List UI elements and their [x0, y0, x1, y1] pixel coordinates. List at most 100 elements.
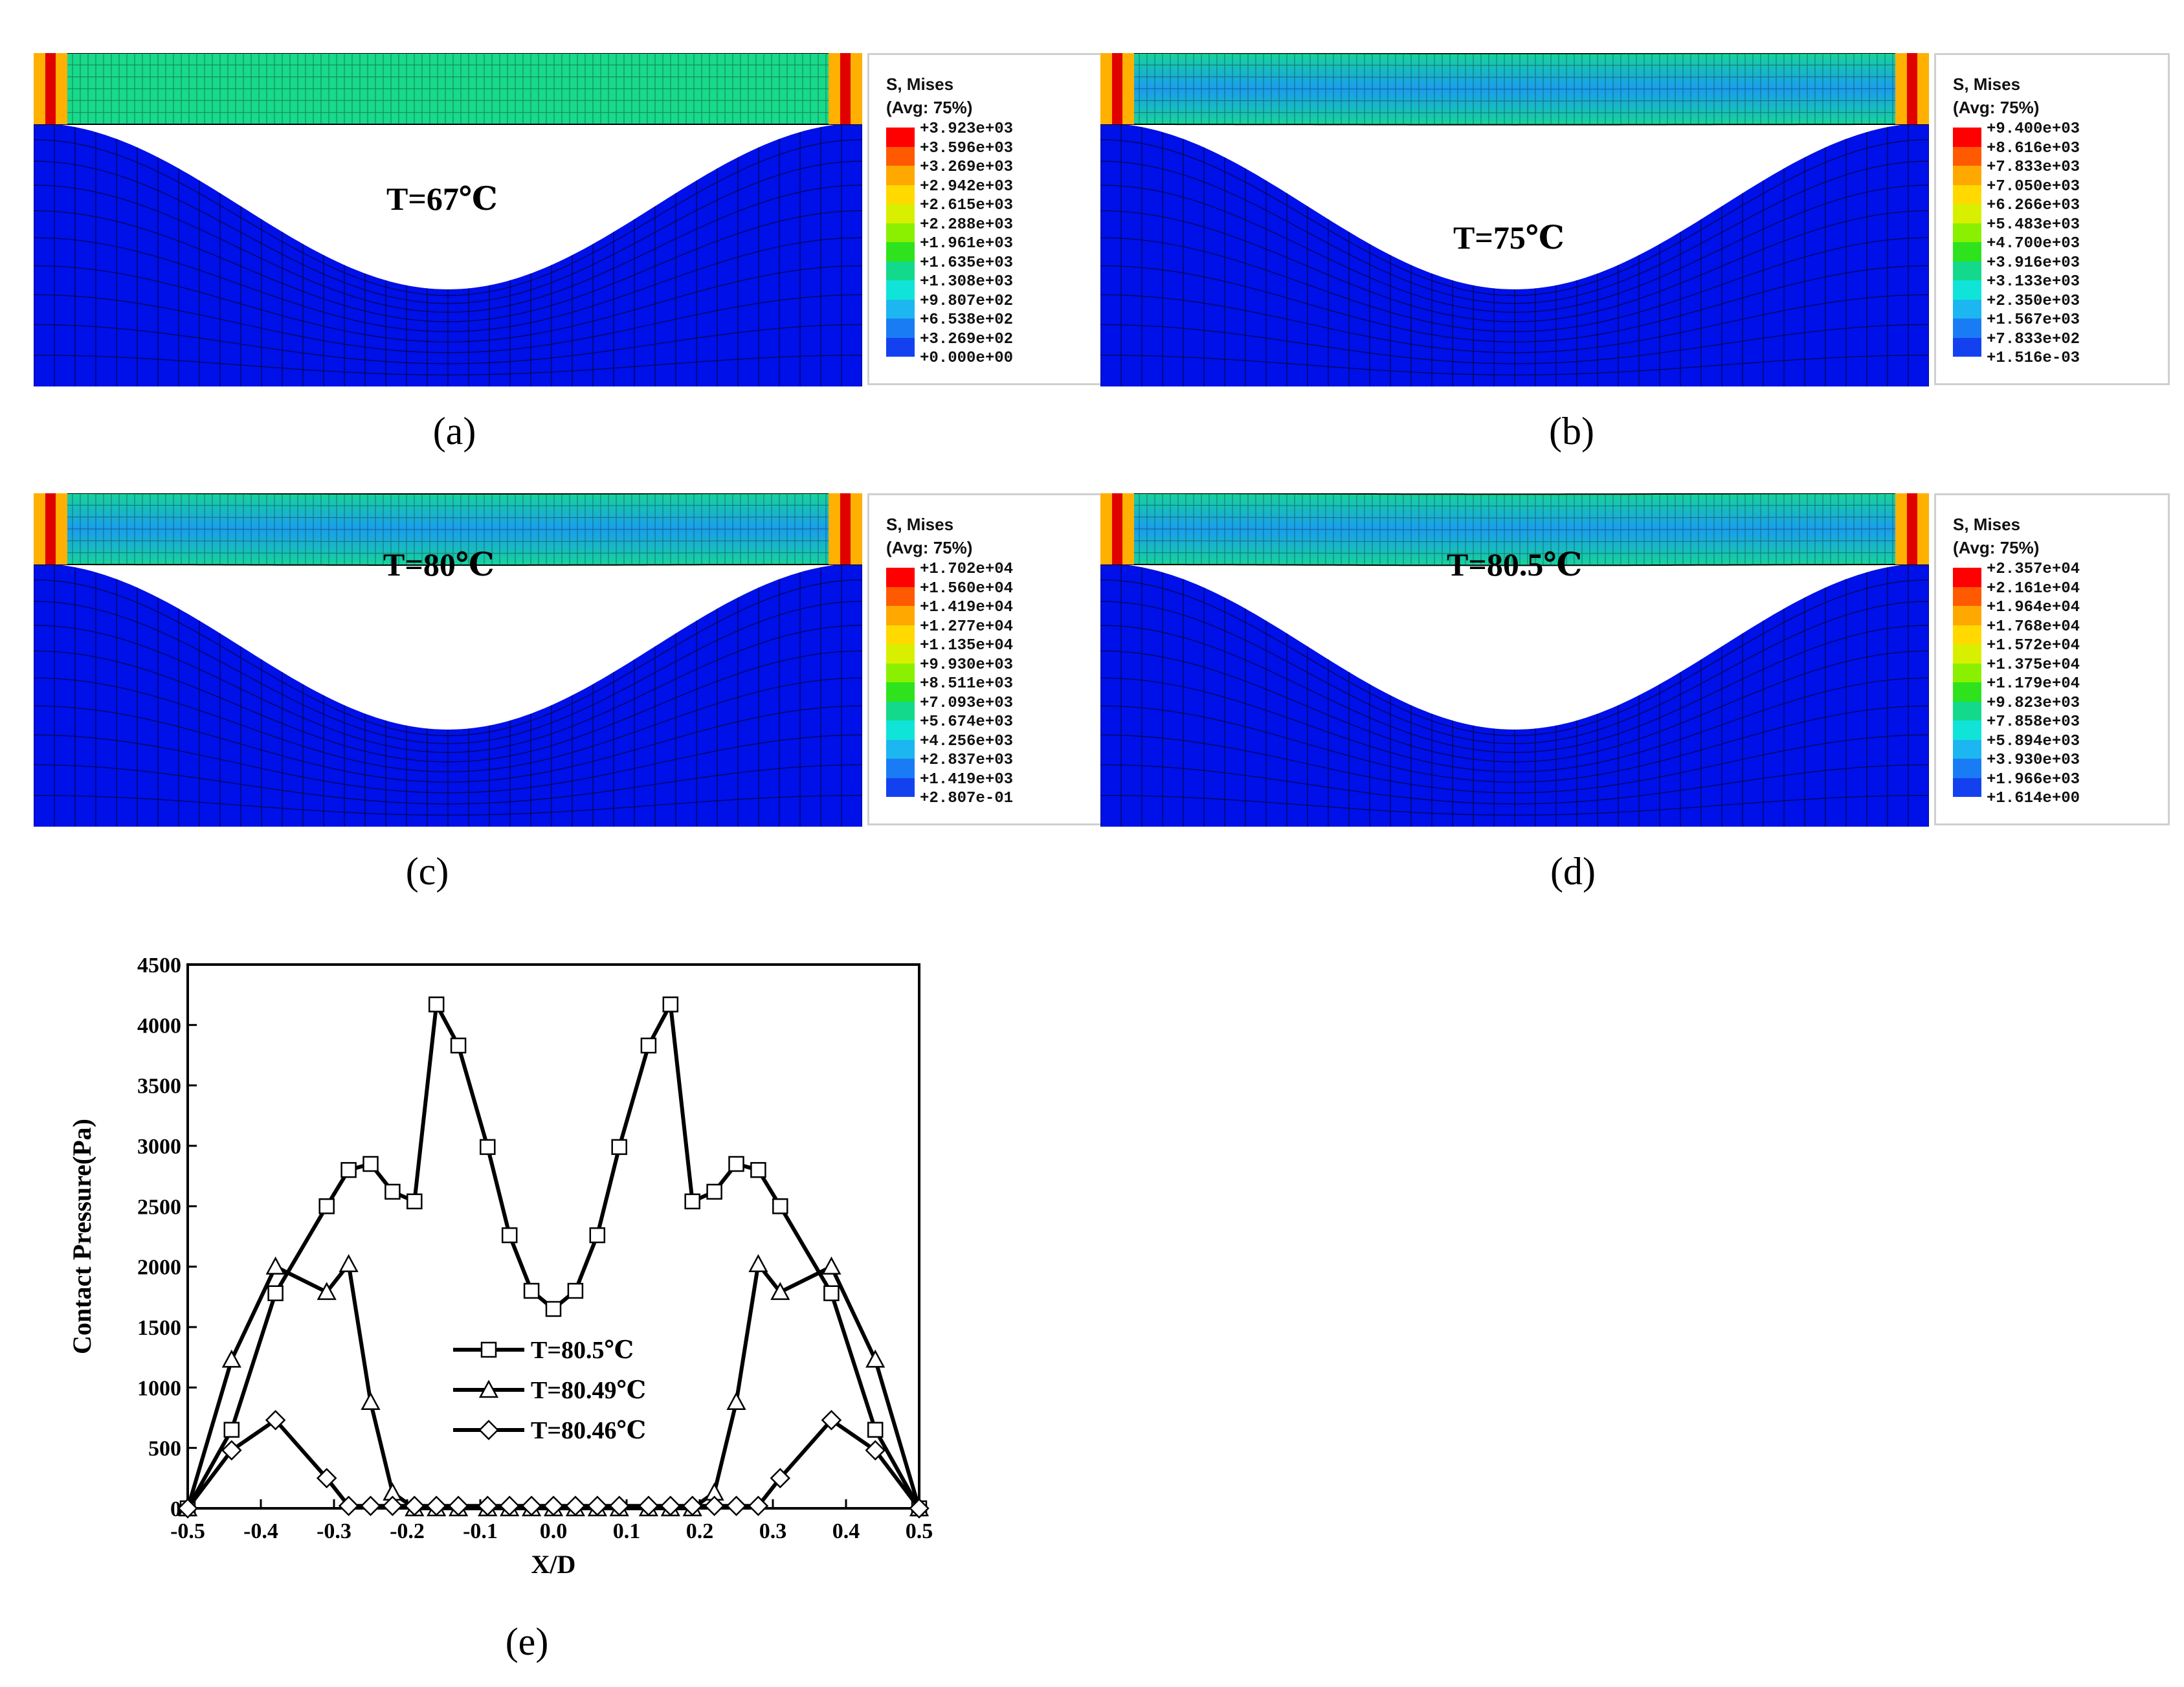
legend-swatch	[886, 568, 915, 587]
legend-swatch	[886, 184, 915, 204]
fe-mesh-svg	[1100, 493, 1929, 827]
data-point-triangle	[770, 1282, 790, 1301]
y-tick-label: 500	[148, 1437, 181, 1461]
panel-a: T=67℃ S, Mises (Avg: 75%) +3.923e+03 +3.5…	[34, 53, 1106, 390]
legend-value: +7.050e+03	[1987, 177, 2080, 196]
data-point-square	[567, 1282, 584, 1299]
clamp-hot-spot	[1907, 53, 1917, 124]
data-point-triangle	[317, 1282, 337, 1301]
legend-value: +7.833e+03	[1987, 159, 2080, 176]
legend-swatch	[1953, 701, 1981, 721]
data-point-square	[772, 1198, 788, 1214]
data-point-diamond	[748, 1495, 769, 1517]
y-tick-label: 2500	[137, 1195, 181, 1219]
data-point-square	[750, 1162, 766, 1178]
legend-swatch	[1953, 318, 1981, 338]
x-tick-label: 0.5	[906, 1519, 933, 1543]
y-tick-label: 2000	[137, 1256, 181, 1280]
clamp-hot-spot	[45, 53, 56, 124]
legend-swatch	[1953, 682, 1981, 702]
temperature-label-c: T=80℃	[383, 546, 495, 583]
x-tick-label: 0.2	[686, 1519, 714, 1543]
legend-swatch	[886, 777, 915, 797]
data-point-diamond	[565, 1495, 586, 1517]
y-tick-label: 4500	[137, 954, 181, 978]
clamp-hot-spot	[840, 53, 851, 124]
legend-value: +1.964e+04	[1987, 599, 2080, 616]
legend-swatch	[886, 204, 915, 223]
data-point-diamond	[426, 1495, 447, 1517]
data-point-square	[267, 1285, 284, 1301]
legend-value: +1.419e+03	[920, 770, 1014, 788]
data-point-square	[867, 1422, 884, 1438]
data-point-square	[428, 996, 445, 1012]
legend-color-bar	[1953, 128, 1981, 357]
series-3	[177, 1409, 930, 1519]
chart-svg: 050010001500200025003000350040004500-0.5…	[67, 954, 933, 1579]
data-point-diamond	[478, 1420, 499, 1440]
legend-label: T=80.49℃	[531, 1377, 646, 1404]
legend-value: +2.942e+03	[920, 177, 1014, 196]
legend-value: +3.596e+03	[920, 139, 1014, 157]
legend-values: +1.702e+04 +1.560e+04 +1.419e+04 +1.277e+04…	[920, 560, 1013, 809]
data-point-diamond	[265, 1409, 286, 1431]
legend-value: +1.966e+03	[1987, 770, 2080, 788]
legend-value: +9.930e+03	[920, 656, 1014, 674]
legend-swatch	[886, 587, 915, 606]
contact-pressure-chart: 0 500 1000 1500 2000 2500 3000 3500 4000 4500 -0.5…	[39, 945, 958, 1605]
legend-swatch	[1953, 146, 1981, 166]
legend-value: +1.419e+04	[920, 599, 1014, 616]
data-point-diamond	[608, 1495, 630, 1517]
legend-value: +0.000e+00	[920, 350, 1014, 367]
y-tick-label: 3500	[137, 1075, 181, 1099]
legend-swatch	[886, 606, 915, 625]
temperature-label-d: T=80.5℃	[1447, 546, 1583, 583]
film-mesh	[1100, 53, 1929, 125]
film-mesh	[34, 493, 862, 566]
legend-swatch	[886, 299, 915, 318]
data-point-diamond	[543, 1495, 564, 1517]
legend-title: S, Mises	[886, 74, 954, 94]
legend-value: +2.350e+03	[1987, 292, 2080, 310]
legend-values: +9.400e+03 +8.616e+03 +7.833e+03 +7.050e+03…	[1987, 120, 2080, 368]
legend-values: +3.923e+03 +3.596e+03 +3.269e+03 +2.942e+03…	[920, 120, 1013, 368]
legend-value: +2.837e+03	[920, 752, 1014, 769]
legend-value: +1.961e+03	[920, 235, 1014, 252]
legend-swatch	[1953, 223, 1981, 242]
temperature-label-a: T=67℃	[386, 181, 498, 217]
data-point-diamond	[404, 1495, 425, 1517]
legend-swatch	[1953, 128, 1981, 147]
legend-value: +1.277e+04	[920, 618, 1014, 636]
legend-swatch	[886, 625, 915, 644]
legend-value: +1.560e+04	[920, 579, 1014, 598]
x-tick-label: 0.0	[540, 1519, 568, 1543]
legend-swatch	[886, 261, 915, 280]
legend-value: +9.823e+03	[1987, 694, 2080, 712]
legend-value: +3.133e+03	[1987, 273, 2080, 291]
legend-label: T=80.5℃	[531, 1337, 634, 1364]
clamp-hot-spot	[1112, 493, 1122, 564]
fe-mesh-svg	[34, 53, 862, 386]
legend-swatch	[1953, 337, 1981, 357]
data-point-square	[450, 1037, 467, 1054]
data-point-diamond	[770, 1468, 791, 1489]
legend-value: +5.674e+03	[920, 713, 1014, 731]
legend-value: +4.700e+03	[1987, 235, 2080, 252]
legend-swatch	[886, 166, 915, 185]
y-tick-label: 4000	[137, 1014, 181, 1038]
legend-swatch	[1953, 663, 1981, 682]
stress-legend-c: S, Mises (Avg: 75%) +1.702e+04 +1.560e+04…	[867, 493, 1103, 825]
legend-value: +1.135e+04	[920, 637, 1014, 654]
data-point-diamond	[316, 1468, 337, 1489]
legend-title: S, Mises	[886, 515, 954, 534]
data-point-square	[706, 1183, 722, 1200]
legend-swatch	[886, 146, 915, 166]
data-point-diamond	[360, 1495, 381, 1517]
legend-swatch	[1953, 299, 1981, 318]
legend-value: +6.538e+02	[920, 311, 1014, 329]
clamp-hot-spot	[840, 493, 851, 564]
x-tick-label: 0.1	[613, 1519, 641, 1543]
data-point-diamond	[477, 1495, 498, 1517]
data-point-diamond	[660, 1495, 681, 1517]
legend-value: +2.807e-01	[920, 790, 1014, 807]
